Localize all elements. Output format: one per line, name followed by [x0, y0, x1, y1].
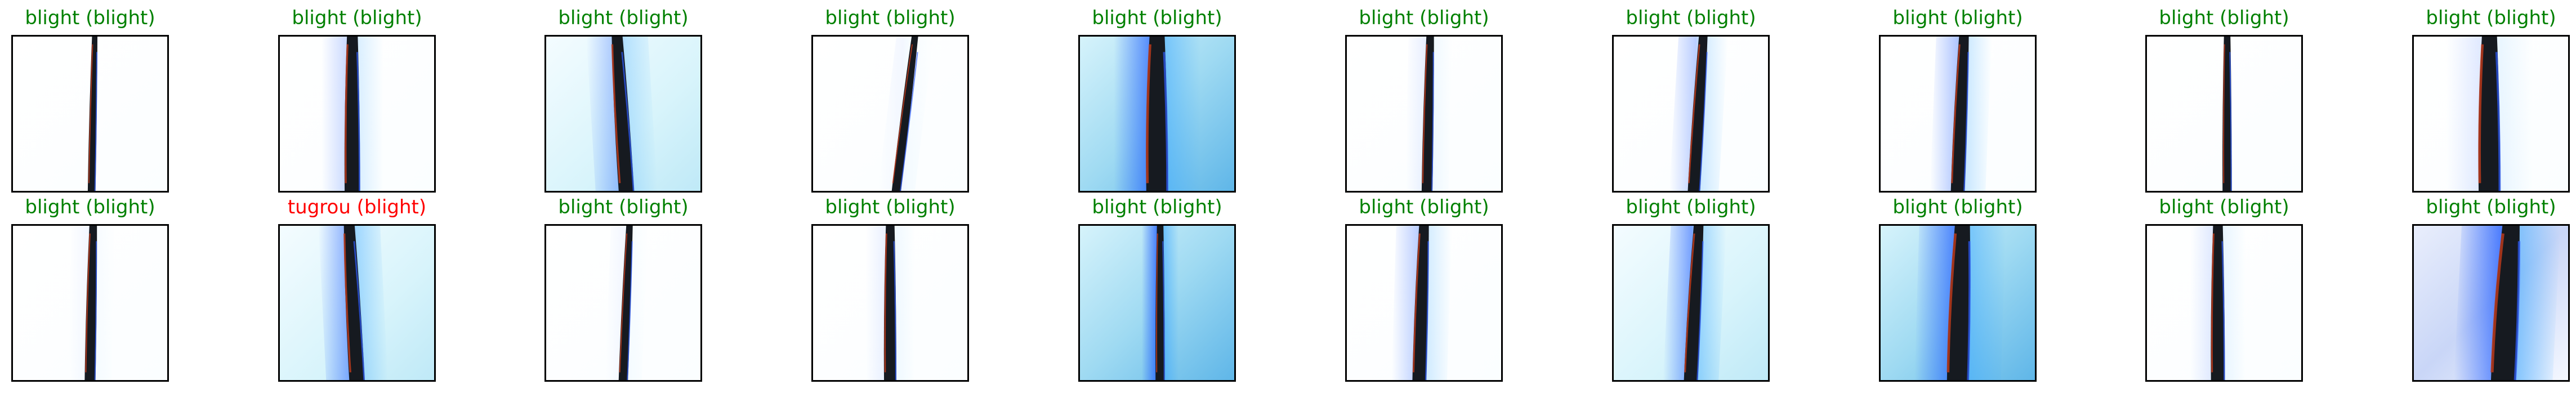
prediction-caption: blight (blight): [1092, 196, 1222, 218]
leaf-edge: [2211, 233, 2215, 373]
leaf-edge: [1684, 233, 1695, 373]
leaf-image: [2412, 224, 2570, 382]
leaf-image: [11, 224, 169, 382]
leaf-rim: [1963, 52, 1969, 191]
leaf-edge: [1156, 233, 1158, 373]
leaf-edge: [619, 233, 628, 373]
leaf-image: [544, 35, 702, 193]
prediction-caption: blight (blight): [558, 196, 689, 218]
leaf-blade: [1421, 37, 1434, 191]
leaf-rim: [627, 241, 633, 380]
prediction-caption: blight (blight): [1626, 7, 1756, 29]
prediction-caption: blight (blight): [825, 7, 956, 29]
prediction-caption: blight (blight): [292, 7, 422, 29]
leaf-edge: [2478, 44, 2484, 184]
prediction-caption: blight (blight): [25, 7, 155, 29]
leaf-blade: [2491, 226, 2520, 380]
leaf-edge: [2223, 44, 2225, 184]
leaf-rim: [353, 241, 365, 380]
leaf-edge: [1688, 44, 1700, 184]
prediction-caption: blight (blight): [1359, 196, 1489, 218]
leaf-edge: [1946, 233, 1957, 373]
leaf-image: [11, 35, 169, 193]
leaf-edge: [2490, 233, 2504, 373]
prediction-caption: blight (blight): [25, 196, 155, 218]
leaf-edge: [345, 44, 349, 184]
leaf-blade: [87, 37, 98, 191]
leaf-image: [1345, 224, 1503, 382]
leaf-rim: [2495, 52, 2501, 191]
leaf-image: [2145, 224, 2303, 382]
leaf-rim: [1425, 241, 1429, 380]
leaf-image: [278, 35, 436, 193]
leaf-image: [1612, 35, 1770, 193]
prediction-caption: blight (blight): [558, 7, 689, 29]
leaf-blade: [883, 226, 896, 380]
leaf-rim: [1699, 52, 1708, 191]
leaf-blade: [891, 37, 918, 191]
leaf-image: [1345, 35, 1503, 193]
leaf-rim: [94, 241, 97, 380]
prediction-caption: blight (blight): [1359, 7, 1489, 29]
leaf-edge: [85, 233, 91, 373]
leaf-edge: [884, 233, 887, 373]
leaf-image: [1612, 224, 1770, 382]
leaf-blade: [1687, 37, 1708, 191]
leaf-rim: [1967, 241, 1971, 380]
leaf-rim: [2514, 241, 2521, 380]
leaf-edge: [892, 44, 913, 184]
leaf-image: [2145, 35, 2303, 193]
leaf-rim: [1697, 241, 1704, 380]
leaf-image: [544, 224, 702, 382]
leaf-image: [811, 224, 969, 382]
leaf-edge: [611, 44, 621, 184]
prediction-caption: blight (blight): [1892, 196, 2023, 218]
prediction-caption: blight (blight): [1892, 7, 2023, 29]
leaf-rim: [893, 241, 897, 380]
leaf-blade: [1412, 226, 1429, 380]
prediction-caption: blight (blight): [2426, 7, 2556, 29]
leaf-edge: [1412, 233, 1421, 373]
prediction-caption: blight (blight): [2159, 196, 2289, 218]
leaf-rim: [621, 52, 635, 191]
leaf-image: [1078, 224, 1236, 382]
leaf-image: [2412, 35, 2570, 193]
leaf-blade: [1155, 226, 1165, 380]
leaf-blade: [1950, 37, 1969, 191]
leaf-blade: [2478, 37, 2501, 191]
leaf-image: [278, 224, 436, 382]
leaf-edge: [1951, 44, 1961, 184]
leaf-rim: [94, 52, 98, 191]
leaf-edge: [343, 233, 351, 373]
leaf-blade: [1146, 37, 1168, 191]
leaf-blade: [344, 37, 360, 191]
leaf-rim: [2229, 52, 2232, 191]
leaf-blade: [2222, 37, 2232, 191]
prediction-caption: blight (blight): [825, 196, 956, 218]
leaf-rim: [1162, 241, 1165, 380]
prediction-caption: blight (blight): [2159, 7, 2289, 29]
leaf-image: [1879, 224, 2037, 382]
leaf-edge: [1422, 44, 1428, 184]
leaf-rim: [1431, 52, 1434, 191]
leaf-edge: [1146, 44, 1151, 184]
leaf-blade: [2211, 226, 2225, 380]
prediction-caption: blight (blight): [1626, 196, 1756, 218]
leaf-image: [811, 35, 969, 193]
leaf-image: [1879, 35, 2037, 193]
leaf-blade: [84, 226, 97, 380]
leaf-rim: [900, 52, 918, 191]
leaf-rim: [356, 52, 360, 191]
leaf-rim: [1163, 52, 1169, 191]
leaf-image: [1078, 35, 1236, 193]
leaf-rim: [2221, 241, 2225, 380]
leaf-edge: [88, 44, 93, 184]
prediction-caption: blight (blight): [1092, 7, 1222, 29]
prediction-caption: blight (blight): [2426, 196, 2556, 218]
prediction-caption: tugrou (blight): [287, 196, 427, 218]
